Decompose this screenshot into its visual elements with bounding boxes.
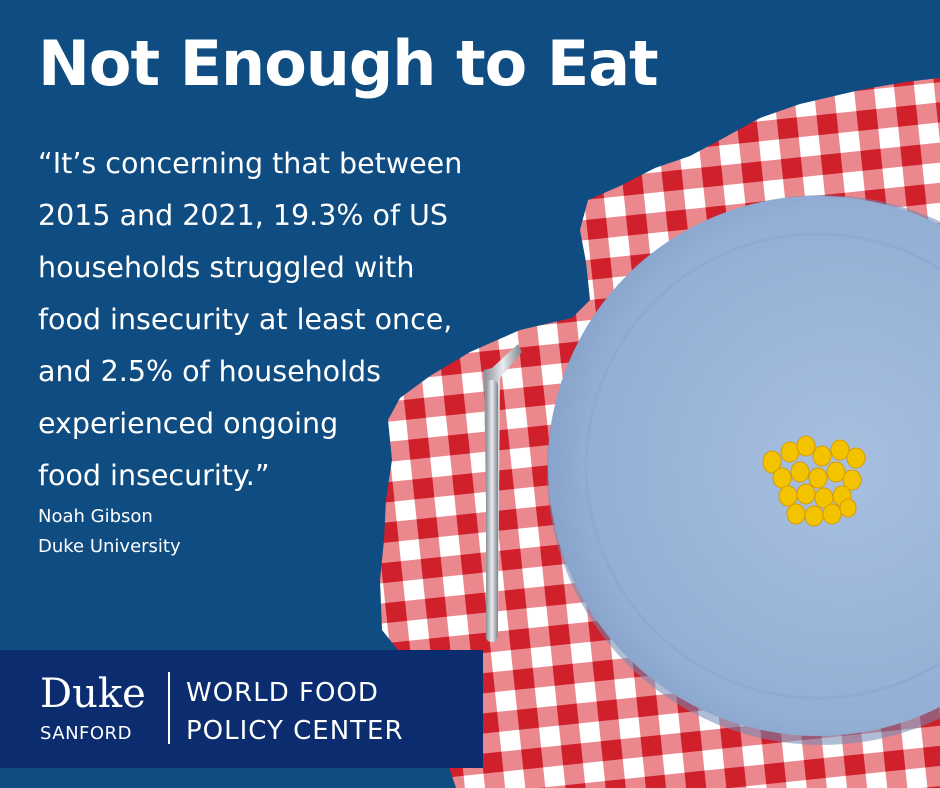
quote-text: “It’s concerning that between 2015 and 2… [38,138,518,502]
quote-line: experienced ongoing [38,407,339,440]
logo-center-line: WORLD FOOD [186,678,379,708]
page-title: Not Enough to Eat [38,27,659,100]
fork-icon [484,344,522,642]
logo-divider [168,672,170,744]
logo-sanford-wordmark: SANFORD [40,723,132,744]
logo-center-name: WORLD FOOD POLICY CENTER [186,674,404,750]
corn-kernels-icon [762,435,866,527]
logo-center-line: POLICY CENTER [186,716,404,746]
logo-duke-wordmark: Duke [40,671,146,717]
attribution: Noah Gibson Duke University [38,502,181,562]
attribution-affiliation: Duke University [38,536,181,557]
quote-line: food insecurity at least once, [38,303,453,336]
quote-line: 2015 and 2021, 19.3% of US [38,199,448,232]
attribution-name: Noah Gibson [38,506,153,527]
quote-line: “It’s concerning that between [38,147,463,180]
quote-line: food insecurity.” [38,459,270,492]
quote-line: households struggled with [38,251,415,284]
duke-world-food-policy-center-logo: Duke SANFORD WORLD FOOD POLICY CENTER [0,650,483,768]
quote-line: and 2.5% of households [38,355,381,388]
